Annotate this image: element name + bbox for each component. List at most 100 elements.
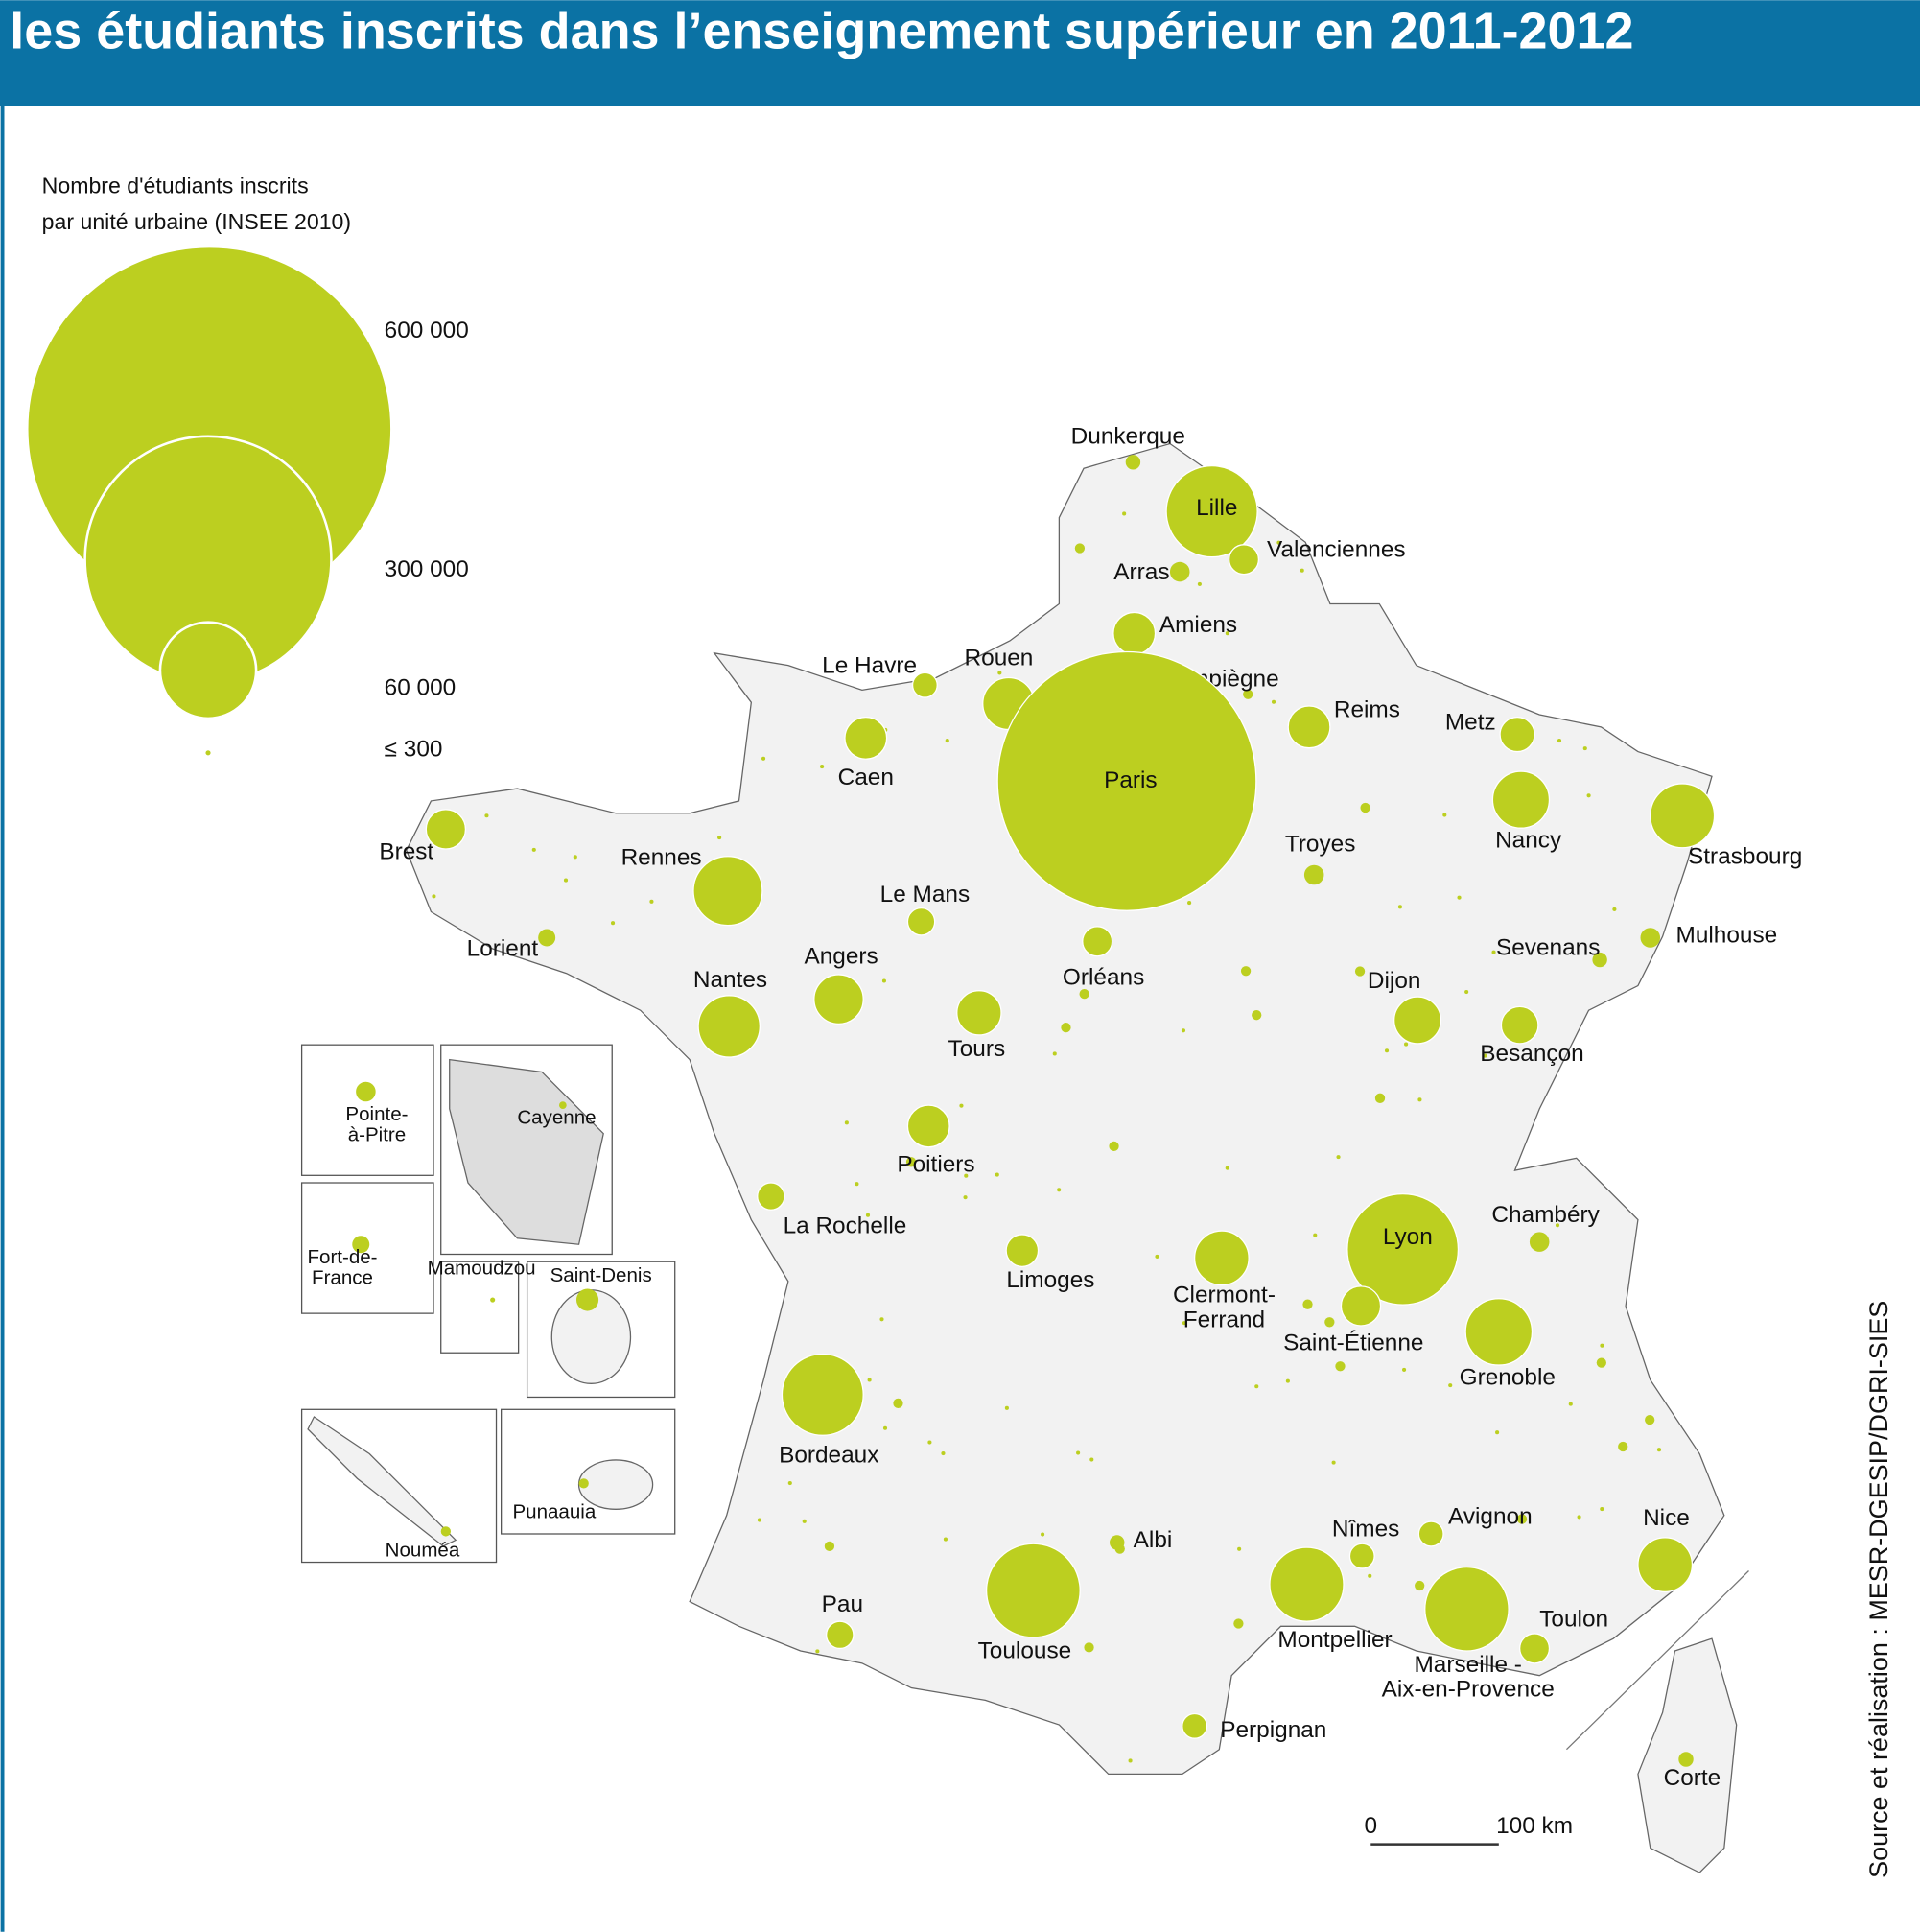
city-label: Limoges	[1006, 1267, 1094, 1293]
city-label: Lyon	[1383, 1224, 1433, 1250]
city-label: Besançon	[1480, 1041, 1583, 1067]
small-city	[1457, 895, 1462, 900]
small-city	[1600, 1507, 1604, 1512]
small-city	[1254, 1384, 1259, 1389]
legend-label: 300 000	[385, 556, 469, 582]
city-circle	[956, 990, 1002, 1036]
small-city	[1586, 793, 1591, 798]
city-label: Tours	[948, 1036, 1006, 1062]
small-city	[1448, 1383, 1453, 1388]
title-bar	[0, 0, 1920, 106]
city-circle	[1529, 1232, 1550, 1252]
small-city	[1084, 1642, 1094, 1653]
city-circle	[1499, 716, 1535, 753]
small-city	[1415, 1580, 1425, 1591]
small-city	[1182, 1321, 1186, 1326]
small-city	[1384, 1048, 1390, 1053]
city-label: Nancy	[1495, 828, 1562, 854]
overseas-label: Mamoudzou	[428, 1257, 536, 1279]
small-city	[1225, 631, 1229, 636]
overseas-label: Fort-de-	[307, 1246, 377, 1268]
city-circle	[906, 907, 936, 936]
overseas-circle	[352, 1236, 370, 1254]
city-circle	[1125, 455, 1141, 470]
small-city	[1582, 746, 1587, 751]
small-city	[563, 878, 569, 883]
legend-title: Nombre d'étudiants inscrits	[42, 174, 309, 199]
city-label: Lorient	[467, 936, 539, 962]
overseas-label: Saint-Denis	[550, 1264, 652, 1286]
small-city	[1404, 1042, 1409, 1047]
city-circle	[813, 974, 864, 1025]
city-circle	[1500, 1005, 1539, 1045]
small-city	[927, 1440, 932, 1445]
small-city	[1645, 1415, 1655, 1425]
small-city	[531, 847, 536, 852]
city-label: Avignon	[1448, 1504, 1533, 1530]
small-city	[879, 1317, 884, 1322]
scale-label: 0	[1364, 1813, 1377, 1839]
city-circle	[425, 809, 467, 850]
overseas-label: Punaauia	[512, 1501, 596, 1523]
city-circle	[1519, 1633, 1551, 1664]
city-circle	[1464, 1298, 1534, 1366]
small-city	[1600, 1343, 1604, 1348]
small-city	[1225, 1166, 1229, 1170]
small-city	[824, 1541, 835, 1551]
small-city	[1464, 989, 1469, 995]
city-circle	[1165, 464, 1258, 558]
city-circle	[911, 671, 938, 698]
overseas-label: Cayenne	[517, 1107, 596, 1129]
city-label: Bordeaux	[779, 1443, 878, 1469]
small-city	[1368, 1573, 1372, 1578]
city-label: Reims	[1334, 697, 1400, 723]
legend-label: 600 000	[385, 318, 469, 343]
city-label: Le Havre	[822, 652, 917, 678]
small-city	[1237, 1546, 1242, 1551]
overseas-circle	[490, 1297, 496, 1303]
city-label: Ferrand	[1183, 1307, 1265, 1332]
small-city	[1197, 581, 1202, 586]
small-city	[1577, 1515, 1581, 1520]
small-city	[1109, 1141, 1119, 1152]
city-circle	[1424, 1567, 1510, 1652]
city-label: Corte	[1664, 1765, 1721, 1791]
small-city	[649, 899, 654, 904]
city-circle	[1417, 1520, 1444, 1547]
small-city	[1243, 689, 1253, 699]
city-circle	[906, 1104, 950, 1148]
small-city	[761, 756, 766, 761]
overseas-circle	[440, 1526, 452, 1537]
city-circle	[1348, 1543, 1375, 1569]
small-city	[995, 1172, 999, 1177]
city-label: Grenoble	[1460, 1365, 1556, 1391]
legend-title: par unité urbaine (INSEE 2010)	[42, 209, 351, 234]
city-circle	[996, 650, 1257, 911]
small-city	[1495, 1430, 1500, 1435]
small-city	[1276, 540, 1281, 545]
small-city	[1004, 1405, 1009, 1410]
small-city	[1360, 802, 1370, 813]
new-caledonia-shape	[307, 1416, 457, 1547]
city-label: Pau	[822, 1591, 863, 1617]
small-city	[1354, 966, 1366, 977]
legend-circle	[202, 747, 214, 758]
small-city	[1252, 1010, 1262, 1021]
small-city	[1240, 966, 1252, 977]
small-city	[1397, 905, 1402, 909]
small-city	[1442, 813, 1447, 817]
small-city	[1122, 511, 1127, 516]
city-label: Metz	[1445, 709, 1496, 735]
city-label: Albi	[1134, 1527, 1173, 1553]
city-label: Valenciennes	[1267, 537, 1406, 563]
small-city	[963, 1195, 968, 1200]
small-city	[1656, 1448, 1662, 1452]
small-city	[1402, 1367, 1407, 1372]
city-label: Paris	[1104, 767, 1158, 793]
city-label: Chambéry	[1491, 1202, 1600, 1228]
city-label: Toulon	[1539, 1606, 1608, 1632]
city-label: Aix-en-Provence	[1382, 1677, 1555, 1703]
france-outline	[406, 442, 1725, 1776]
city-circle	[1182, 1712, 1208, 1739]
small-city	[959, 1103, 964, 1108]
